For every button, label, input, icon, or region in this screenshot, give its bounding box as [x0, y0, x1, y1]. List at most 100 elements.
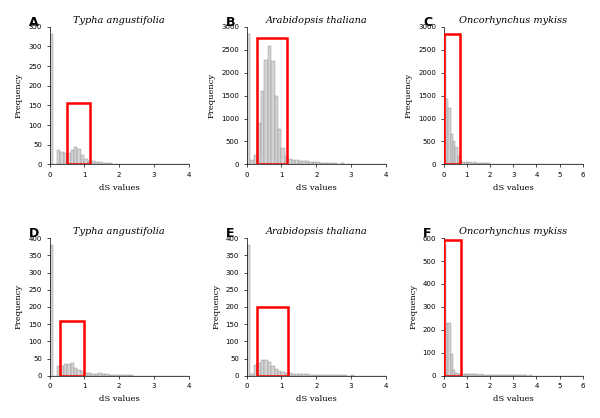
- Bar: [295, 160, 299, 164]
- Bar: [446, 323, 448, 376]
- Bar: [525, 375, 527, 376]
- Bar: [254, 155, 257, 164]
- Bar: [264, 60, 268, 164]
- Title: Typha angustifolia: Typha angustifolia: [73, 227, 165, 236]
- Text: B: B: [226, 16, 235, 29]
- Bar: [464, 374, 467, 376]
- Bar: [485, 375, 488, 376]
- Bar: [91, 374, 95, 376]
- Bar: [98, 373, 102, 376]
- Bar: [50, 33, 53, 164]
- Bar: [91, 161, 95, 164]
- Bar: [451, 135, 453, 164]
- Bar: [490, 163, 493, 164]
- Bar: [250, 160, 254, 164]
- Bar: [488, 375, 490, 376]
- Bar: [455, 147, 458, 164]
- Bar: [281, 372, 285, 376]
- Bar: [77, 370, 81, 376]
- Bar: [116, 163, 119, 164]
- X-axis label: dS values: dS values: [296, 184, 337, 191]
- Bar: [481, 163, 483, 164]
- Bar: [476, 163, 479, 164]
- Bar: [337, 375, 341, 376]
- Bar: [493, 163, 495, 164]
- Bar: [278, 129, 281, 164]
- Bar: [472, 374, 474, 376]
- Bar: [488, 163, 490, 164]
- Bar: [448, 323, 451, 376]
- Bar: [330, 163, 334, 164]
- Bar: [67, 364, 71, 376]
- Bar: [278, 371, 281, 376]
- Bar: [309, 162, 313, 164]
- Bar: [95, 162, 98, 164]
- Bar: [295, 374, 299, 376]
- Bar: [476, 374, 479, 376]
- Y-axis label: Frequency: Frequency: [15, 284, 23, 329]
- Bar: [95, 374, 98, 376]
- Bar: [485, 163, 488, 164]
- Bar: [458, 156, 460, 164]
- Title: Typha angustifolia: Typha angustifolia: [73, 15, 165, 25]
- Bar: [464, 162, 467, 164]
- Bar: [71, 363, 74, 376]
- Bar: [281, 148, 285, 164]
- Bar: [292, 374, 295, 376]
- Y-axis label: Frequency: Frequency: [212, 284, 220, 329]
- Bar: [316, 162, 320, 164]
- Bar: [116, 375, 119, 376]
- X-axis label: dS values: dS values: [99, 395, 140, 403]
- Bar: [268, 46, 271, 164]
- Bar: [316, 375, 320, 376]
- Bar: [446, 99, 448, 164]
- Bar: [483, 163, 485, 164]
- Bar: [341, 375, 344, 376]
- Bar: [460, 161, 462, 164]
- Bar: [518, 375, 520, 376]
- Bar: [444, 240, 461, 376]
- Bar: [74, 367, 77, 376]
- Bar: [323, 375, 326, 376]
- Bar: [499, 375, 502, 376]
- Bar: [444, 33, 446, 164]
- Bar: [260, 360, 264, 376]
- Title: Oncorhynchus mykiss: Oncorhynchus mykiss: [459, 15, 568, 25]
- Bar: [81, 155, 85, 164]
- Bar: [268, 362, 271, 376]
- Bar: [326, 163, 330, 164]
- Bar: [102, 163, 105, 164]
- Bar: [320, 375, 323, 376]
- Bar: [299, 161, 302, 164]
- Bar: [56, 366, 60, 376]
- Bar: [109, 163, 112, 164]
- Bar: [444, 33, 460, 164]
- Bar: [469, 374, 472, 376]
- Bar: [60, 321, 85, 376]
- Bar: [257, 38, 287, 164]
- Bar: [460, 374, 462, 376]
- Bar: [467, 162, 469, 164]
- X-axis label: dS values: dS values: [296, 395, 337, 403]
- Bar: [474, 375, 476, 376]
- Bar: [285, 373, 289, 376]
- Y-axis label: Frequency: Frequency: [208, 73, 215, 118]
- Bar: [64, 153, 67, 164]
- Bar: [81, 372, 85, 376]
- Bar: [306, 161, 309, 164]
- Bar: [513, 375, 515, 376]
- Bar: [448, 108, 451, 164]
- Bar: [341, 163, 344, 164]
- Bar: [504, 375, 506, 376]
- Y-axis label: Frequency: Frequency: [409, 284, 417, 329]
- Bar: [257, 307, 289, 376]
- Bar: [64, 364, 67, 376]
- Bar: [462, 374, 464, 376]
- Bar: [506, 375, 509, 376]
- Bar: [474, 163, 476, 164]
- Bar: [112, 375, 116, 376]
- Bar: [337, 163, 341, 164]
- Bar: [462, 162, 464, 164]
- Bar: [320, 163, 323, 164]
- Bar: [271, 61, 275, 164]
